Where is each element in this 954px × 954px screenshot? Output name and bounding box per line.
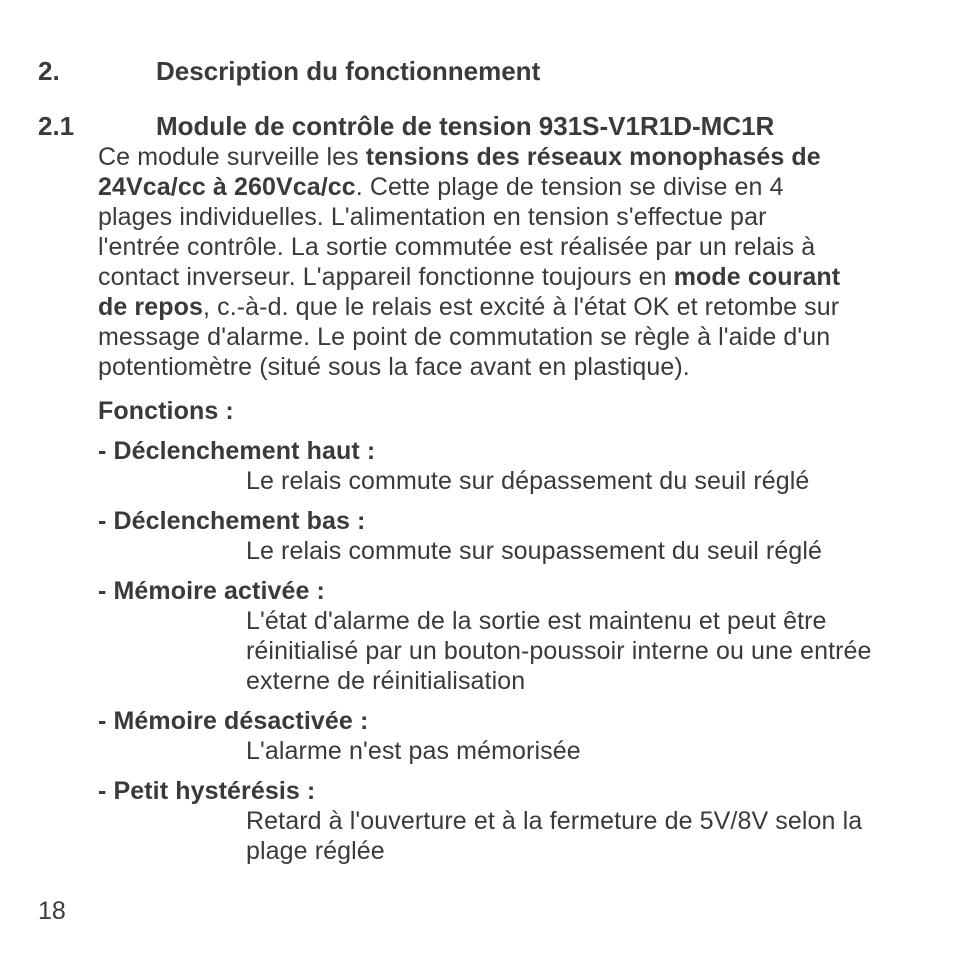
function-title: - Mémoire désactivée :: [98, 706, 916, 736]
function-item: - Mémoire désactivée : L'alarme n'est pa…: [98, 706, 916, 766]
function-item: - Déclenchement haut : Le relais commute…: [98, 436, 916, 496]
section-heading-row: 2. Description du fonctionnement: [38, 56, 916, 87]
functions-heading: Fonctions :: [98, 396, 916, 426]
para-text-3: , c.-à-d. que le relais est excité à l'é…: [98, 293, 839, 381]
function-item: - Petit hystérésis : Retard à l'ouvertur…: [98, 776, 916, 866]
function-desc: Le relais commute sur dépassement du seu…: [98, 466, 916, 496]
function-desc: L'état d'alarme de la sortie est mainten…: [98, 606, 916, 696]
document-page: 2. Description du fonctionnement 2.1 Mod…: [0, 0, 954, 954]
page-number: 18: [38, 897, 66, 926]
function-item: - Mémoire activée : L'état d'alarme de l…: [98, 576, 916, 696]
function-desc: Retard à l'ouverture et à la fermeture d…: [98, 806, 916, 866]
function-desc: L'alarme n'est pas mémorisée: [98, 736, 916, 766]
subsection-body: Ce module surveille les tensions des rés…: [38, 142, 916, 866]
function-title: - Mémoire activée :: [98, 576, 916, 606]
subsection-paragraph: Ce module surveille les tensions des rés…: [98, 142, 843, 382]
function-title: - Déclenchement haut :: [98, 436, 916, 466]
function-title: - Petit hystérésis :: [98, 776, 916, 806]
subsection-number: 2.1: [38, 111, 156, 142]
subsection-heading-row: 2.1 Module de contrôle de tension 931S-V…: [38, 111, 916, 142]
subsection-title: Module de contrôle de tension 931S-V1R1D…: [156, 111, 774, 142]
function-item: - Déclenchement bas : Le relais commute …: [98, 506, 916, 566]
function-desc: Le relais commute sur soupassement du se…: [98, 536, 916, 566]
function-title: - Déclenchement bas :: [98, 506, 916, 536]
section-number: 2.: [38, 56, 156, 87]
para-text-1: Ce module surveille les: [98, 143, 366, 171]
section-title: Description du fonctionnement: [156, 56, 540, 87]
